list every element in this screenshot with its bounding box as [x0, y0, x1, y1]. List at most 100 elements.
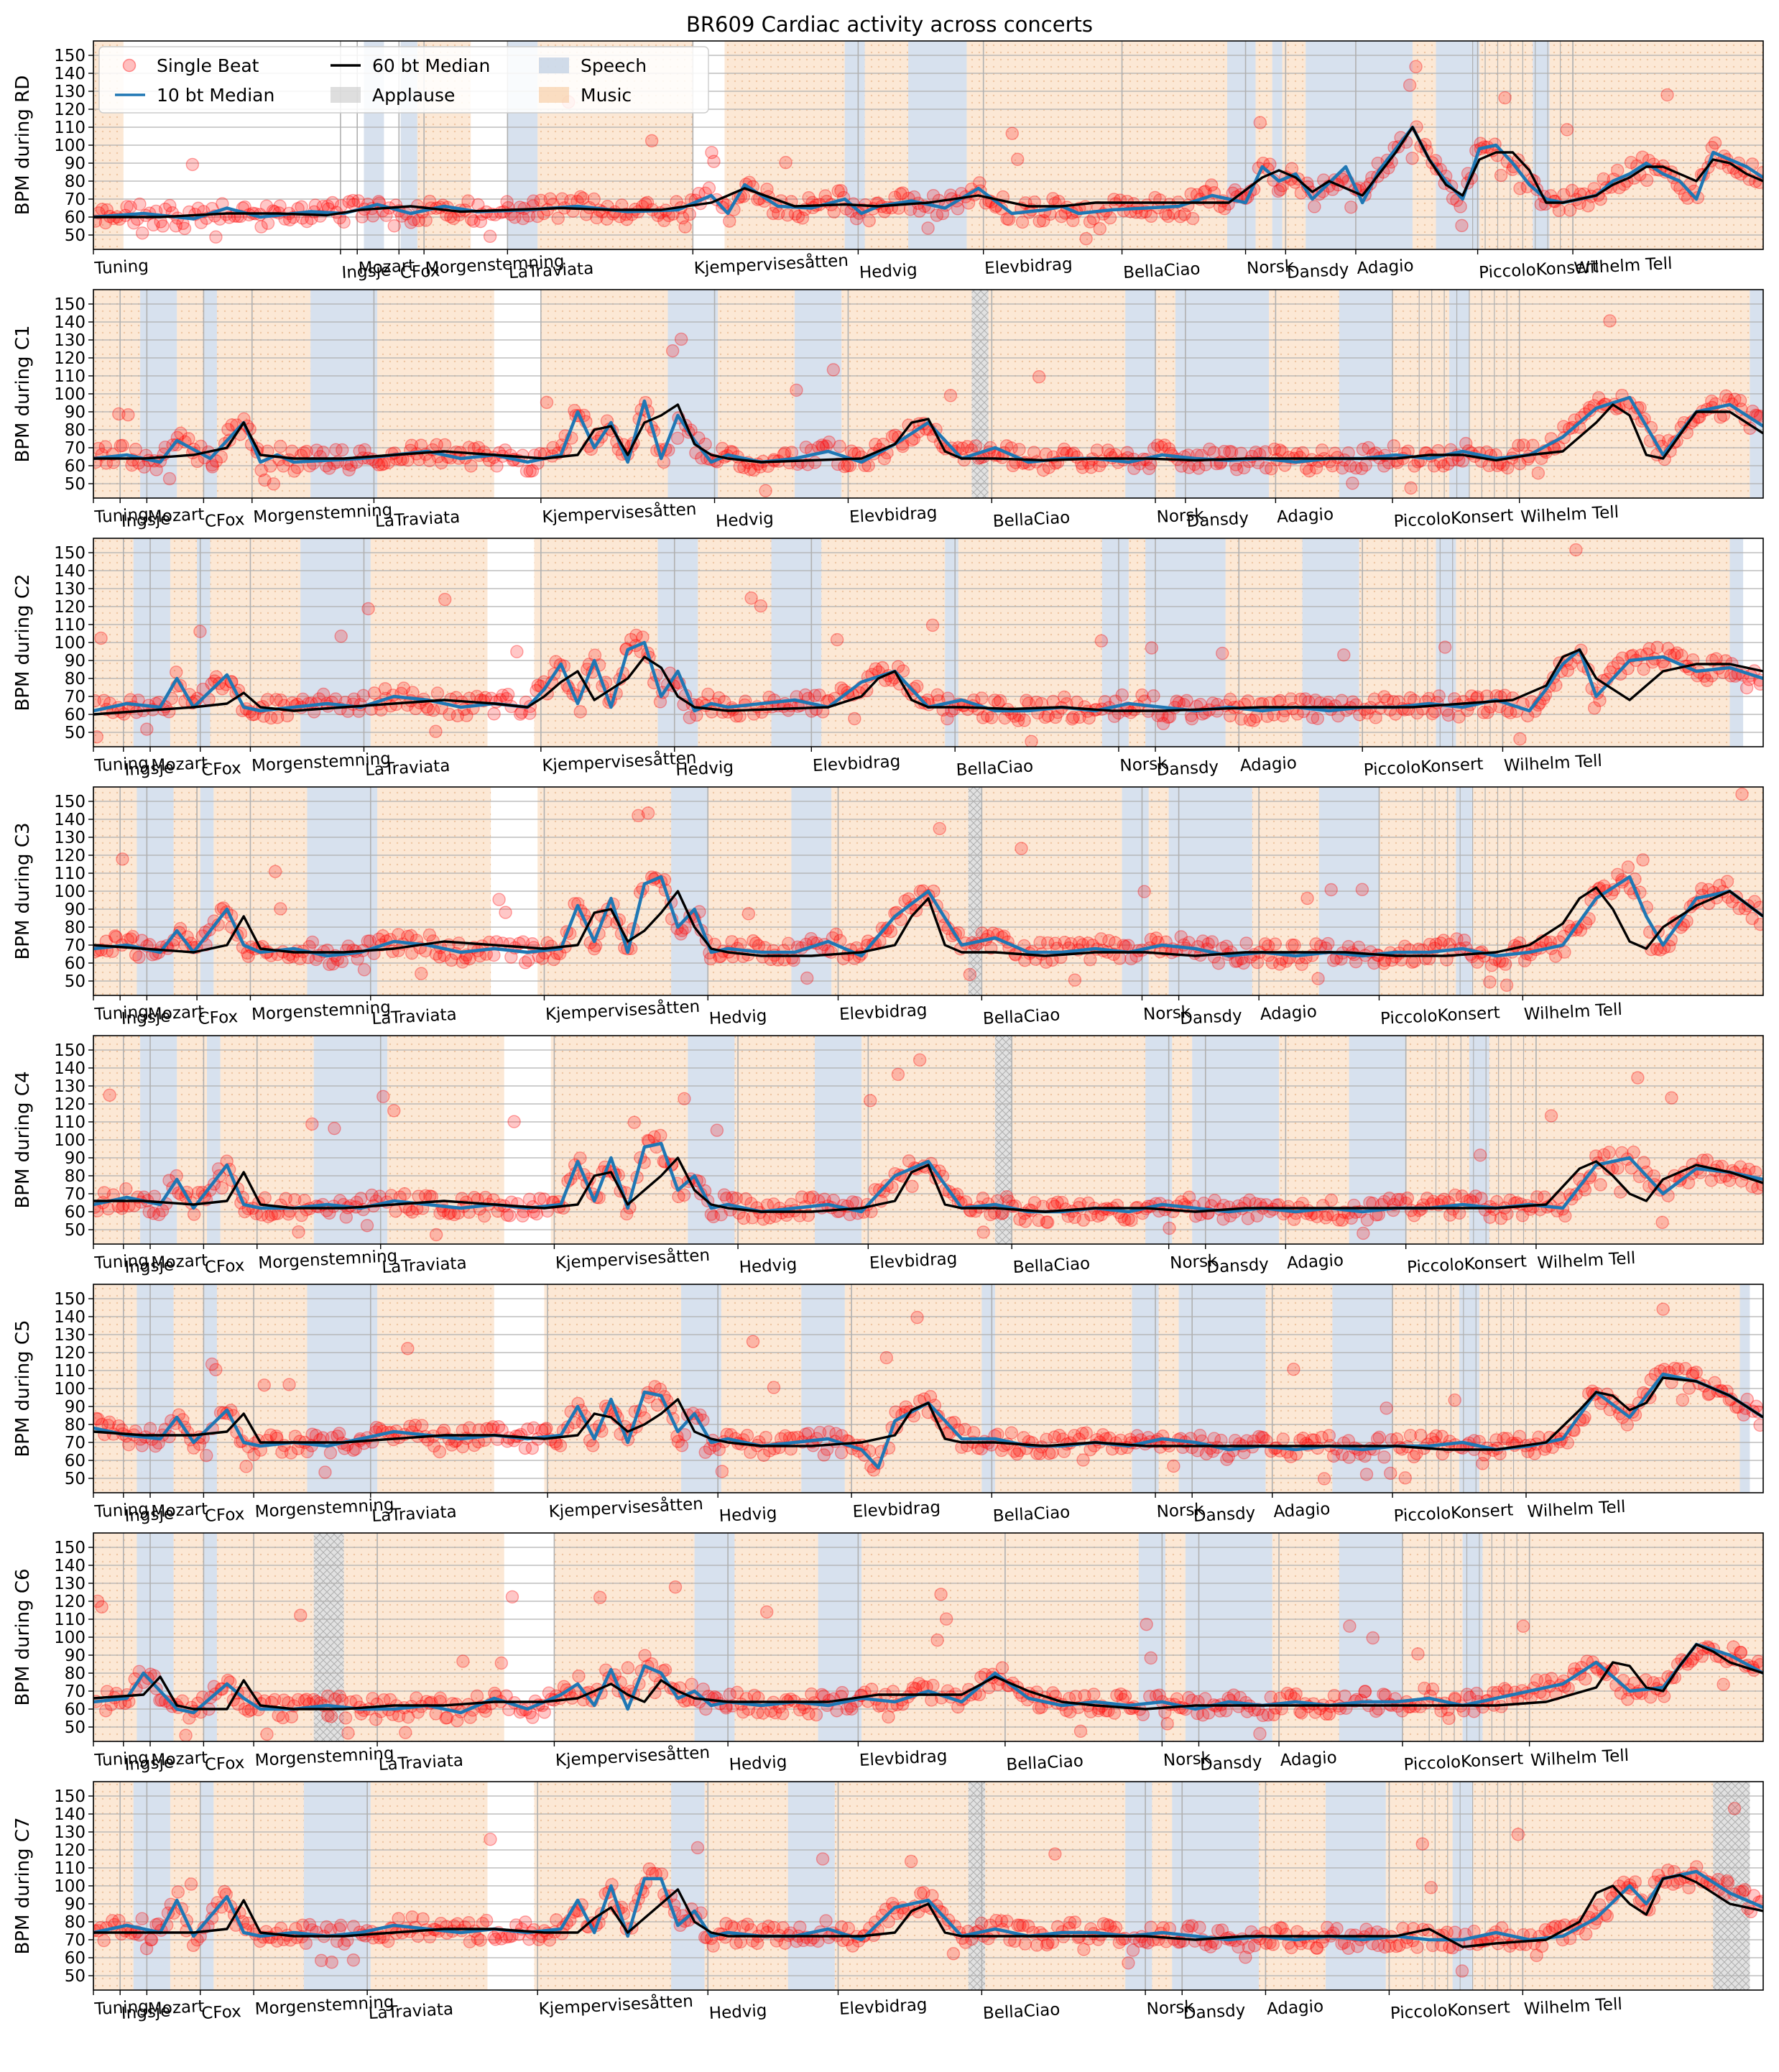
single-beat-point — [1441, 457, 1455, 471]
single-beat-point — [1249, 710, 1263, 724]
x-tick-label: Elevbidrag — [869, 1250, 958, 1273]
single-beat-point — [318, 1465, 332, 1479]
single-beat-point — [1346, 476, 1359, 490]
single-beat-point — [1315, 443, 1329, 457]
single-beat-point — [149, 463, 163, 476]
single-beat-point — [239, 1460, 253, 1473]
x-tick-label: PiccoloKonsert — [1363, 755, 1484, 780]
single-beat-point — [849, 212, 864, 226]
single-beat-point — [573, 190, 588, 203]
single-beat-point — [1552, 1191, 1566, 1205]
single-beat-point — [689, 446, 703, 460]
single-beat-point — [838, 459, 851, 474]
single-beat-point — [1665, 1091, 1678, 1105]
single-beat-point — [776, 1707, 790, 1721]
single-beat-point — [951, 202, 965, 216]
single-beat-point — [98, 440, 112, 453]
y-tick-label: 130 — [54, 331, 86, 350]
single-beat-point — [1446, 192, 1460, 206]
single-beat-point — [147, 218, 160, 232]
single-beat-point — [1084, 461, 1098, 474]
legend-entry: Music — [539, 85, 632, 106]
single-beat-point — [1271, 184, 1285, 198]
single-beat-point — [527, 194, 540, 208]
legend-entry: Single Beat — [122, 55, 259, 76]
single-beat-point — [1073, 1724, 1088, 1739]
single-beat-point — [1004, 1426, 1018, 1440]
y-tick-label: 120 — [54, 349, 86, 368]
x-tick-label: Kjempervisesåtten — [693, 250, 849, 278]
legend-label: 60 bt Median — [372, 55, 490, 76]
single-beat-point — [479, 1913, 494, 1928]
single-beat-point — [1223, 445, 1237, 459]
single-beat-point — [976, 1225, 990, 1239]
single-beat-point — [162, 471, 177, 486]
single-beat-point — [1076, 461, 1089, 474]
single-beat-point — [1094, 634, 1109, 648]
single-beat-point — [95, 1600, 108, 1614]
single-beat-point — [399, 1726, 412, 1739]
single-beat-point — [834, 184, 848, 198]
single-beat-point — [357, 963, 371, 977]
single-beat-point — [930, 1633, 944, 1647]
y-tick-label: 80 — [65, 1167, 86, 1186]
single-beat-point — [215, 1181, 229, 1195]
single-beat-point — [341, 1726, 355, 1740]
single-beat-point — [1448, 1393, 1461, 1407]
single-beat-point — [114, 439, 127, 453]
single-beat-point — [912, 204, 926, 218]
single-beat-point — [1115, 688, 1129, 702]
single-beat-point — [1398, 1471, 1412, 1485]
single-beat-point — [1581, 199, 1595, 213]
single-beat-point — [526, 1710, 540, 1724]
single-beat-point — [209, 454, 223, 468]
single-beat-point — [1107, 1706, 1122, 1720]
single-beat-point — [641, 806, 655, 820]
single-beat-point — [1109, 1920, 1123, 1935]
single-beat-point — [822, 435, 836, 449]
single-beat-point — [1000, 212, 1014, 226]
single-beat-point — [882, 1710, 895, 1724]
single-beat-point — [716, 441, 729, 456]
single-beat-point — [193, 625, 207, 638]
single-beat-point — [430, 686, 445, 700]
x-tick-label: LaTraviata — [371, 1005, 458, 1028]
x-tick-label: Kjempervisesåtten — [545, 996, 700, 1024]
single-beat-point — [346, 193, 360, 208]
x-tick-label: Mozart — [151, 1749, 208, 1770]
single-beat-point — [440, 208, 453, 222]
single-beat-point — [1160, 1717, 1174, 1731]
single-beat-point — [1025, 735, 1038, 747]
y-axis-label: BPM during C4 — [12, 1071, 34, 1208]
x-tick-label: Mozart — [151, 754, 208, 775]
y-tick-label: 140 — [54, 313, 86, 332]
single-beat-point — [1068, 1915, 1082, 1929]
y-tick-label: 120 — [54, 1344, 86, 1363]
y-axis-label: BPM during C3 — [12, 822, 34, 959]
y-tick-label: 50 — [65, 724, 86, 742]
single-beat-point — [179, 1728, 193, 1741]
x-tick-label: Dansdy — [1193, 1504, 1256, 1525]
single-beat-point — [429, 724, 443, 738]
single-beat-point — [808, 456, 822, 469]
single-beat-point — [1563, 203, 1577, 217]
single-beat-point — [185, 157, 200, 172]
single-beat-point — [404, 216, 418, 229]
single-beat-point — [1145, 641, 1159, 655]
single-beat-point — [1093, 222, 1107, 236]
single-beat-point — [572, 1669, 586, 1683]
single-beat-point — [1037, 463, 1050, 477]
y-tick-label: 120 — [54, 847, 86, 865]
single-beat-point — [1624, 155, 1638, 170]
single-beat-point — [1602, 1146, 1616, 1159]
single-beat-point — [1142, 461, 1156, 476]
single-beat-point — [1076, 1453, 1090, 1467]
y-tick-label: 90 — [65, 901, 86, 919]
single-beat-point — [1427, 459, 1441, 473]
x-tick-label: Hedvig — [739, 1256, 798, 1277]
single-beat-point — [285, 1710, 298, 1723]
y-tick-label: 80 — [65, 421, 86, 440]
single-beat-point — [187, 1207, 201, 1221]
